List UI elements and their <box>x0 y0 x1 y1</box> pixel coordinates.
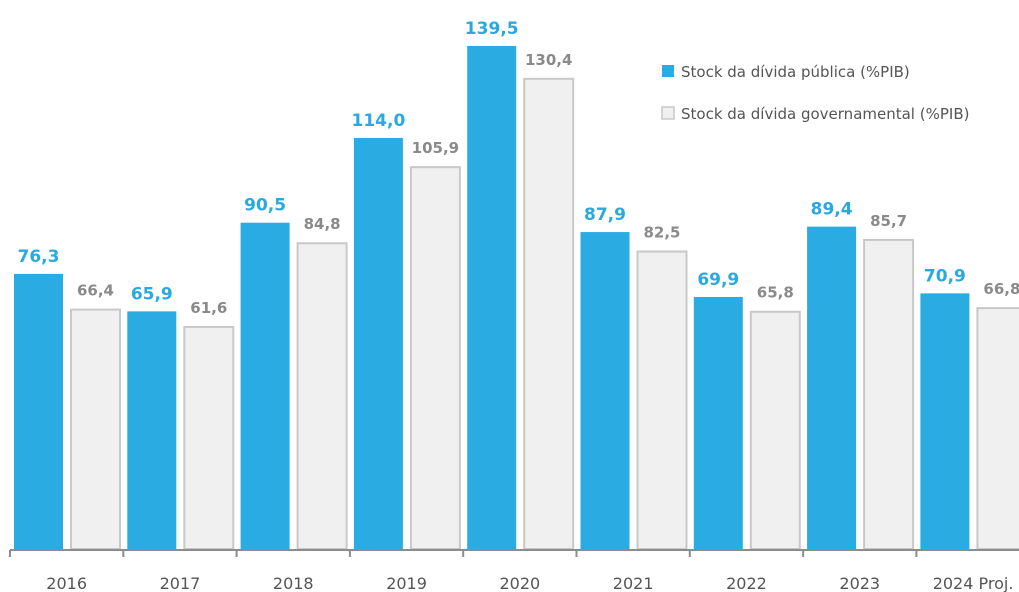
value-label-public-debt-1: 65,9 <box>131 284 173 304</box>
bar-public-debt-5 <box>580 232 630 549</box>
bar-public-debt-6 <box>693 296 743 549</box>
value-label-government-debt-0: 66,4 <box>77 282 114 300</box>
bar-public-debt-8 <box>920 293 970 549</box>
bar-public-debt-3 <box>353 137 403 550</box>
bar-government-debt-6 <box>749 310 801 550</box>
x-tick-label-6: 2022 <box>726 574 767 592</box>
x-tick-label-5: 2021 <box>613 574 654 592</box>
legend-label-government-debt: Stock da dívida governamental (%PIB) <box>681 105 969 123</box>
value-label-government-debt-1: 61,6 <box>190 299 227 317</box>
bars-group <box>14 46 1019 551</box>
value-label-government-debt-7: 85,7 <box>870 212 907 230</box>
x-tick-label-1: 2017 <box>160 574 201 592</box>
x-tick-label-8: 2024 Proj. <box>933 574 1014 592</box>
bar-public-debt-2 <box>240 222 290 549</box>
legend-swatch-public-debt <box>662 65 674 77</box>
value-label-public-debt-5: 87,9 <box>584 205 626 225</box>
value-label-government-debt-3: 105,9 <box>412 139 459 157</box>
bar-public-debt-0 <box>14 273 63 549</box>
bar-government-debt-3 <box>409 166 461 551</box>
value-label-government-debt-2: 84,8 <box>304 215 341 233</box>
legend: Stock da dívida pública (%PIB) Stock da … <box>661 63 969 123</box>
x-tick-label-2: 2018 <box>273 574 314 592</box>
legend-label-public-debt: Stock da dívida pública (%PIB) <box>681 63 910 81</box>
value-label-government-debt-5: 82,5 <box>643 224 680 242</box>
value-labels-group: 76,3 66,4 65,9 61,6 90,5 84,8 114,0 105,9 139,5 1… <box>18 19 1019 317</box>
x-tick-label-0: 2016 <box>46 574 87 592</box>
value-label-public-debt-2: 90,5 <box>244 196 286 216</box>
bar-public-debt-4 <box>467 46 517 549</box>
bar-government-debt-2 <box>296 242 348 550</box>
bar-public-debt-7 <box>807 226 857 549</box>
x-axis <box>9 549 1019 557</box>
x-tick-label-4: 2020 <box>499 574 540 592</box>
x-tick-label-7: 2023 <box>839 574 880 592</box>
legend-swatch-government-debt <box>661 106 675 120</box>
value-label-public-debt-7: 89,4 <box>811 200 853 220</box>
bar-public-debt-1 <box>127 311 177 549</box>
value-label-government-debt-8: 66,8 <box>983 280 1019 298</box>
bar-government-debt-8 <box>976 307 1019 551</box>
value-label-government-debt-4: 130,4 <box>525 51 572 69</box>
bar-government-debt-0 <box>70 308 121 551</box>
bar-government-debt-7 <box>863 238 915 550</box>
value-label-public-debt-8: 70,9 <box>924 266 966 286</box>
x-tick-labels-group: 2016 2017 2018 2019 2020 2021 2022 2023 2024 Pro… <box>46 574 1013 592</box>
value-label-public-debt-0: 76,3 <box>18 247 60 267</box>
x-tick-label-3: 2019 <box>386 574 427 592</box>
bar-government-debt-4 <box>523 77 575 550</box>
value-label-public-debt-3: 114,0 <box>352 111 406 131</box>
bar-government-debt-1 <box>183 325 235 551</box>
value-label-public-debt-6: 69,9 <box>697 270 739 290</box>
value-label-government-debt-6: 65,8 <box>757 284 794 302</box>
bar-government-debt-5 <box>636 250 688 550</box>
value-label-public-debt-4: 139,5 <box>465 19 519 39</box>
